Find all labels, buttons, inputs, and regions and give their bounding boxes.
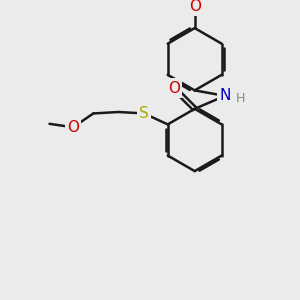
Text: S: S — [139, 106, 149, 121]
Text: O: O — [67, 120, 79, 135]
Text: N: N — [219, 88, 231, 104]
Text: H: H — [236, 92, 245, 105]
Text: O: O — [168, 81, 180, 96]
Text: O: O — [189, 0, 201, 14]
